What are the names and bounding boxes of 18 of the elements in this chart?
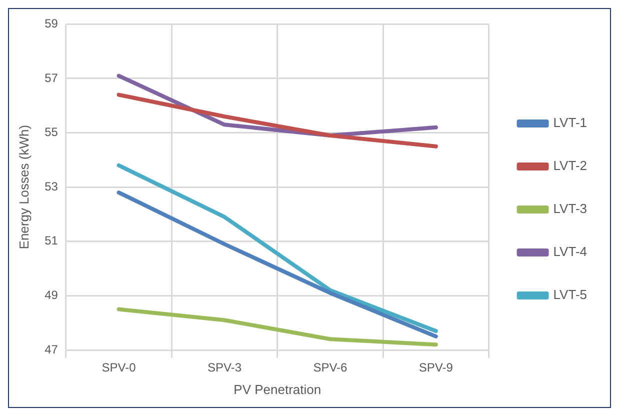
y-tick-label: 59	[44, 16, 58, 31]
x-tick-label: SPV-9	[418, 360, 454, 375]
legend-label: LVT-3	[553, 201, 587, 216]
legend-label: LVT-1	[553, 115, 587, 130]
x-tick-label: SPV-0	[102, 360, 136, 375]
y-tick-label: 47	[44, 342, 58, 356]
y-axis-title: Energy Losses (kWh)	[16, 124, 32, 250]
y-tick-label: 53	[44, 179, 58, 194]
x-tick-label: SPV-6	[313, 360, 348, 375]
legend-label: LVT-4	[553, 244, 587, 260]
y-tick-label: 49	[44, 288, 58, 302]
y-tick-label: 51	[44, 234, 58, 248]
x-axis-title: PV Penetration	[234, 382, 322, 397]
x-tick-label: SPV-3	[207, 360, 242, 375]
legend-label: LVT-2	[553, 158, 587, 174]
legend-label: LVT-5	[553, 287, 587, 302]
y-tick-label: 55	[44, 125, 58, 140]
y-tick-label: 57	[44, 70, 58, 85]
